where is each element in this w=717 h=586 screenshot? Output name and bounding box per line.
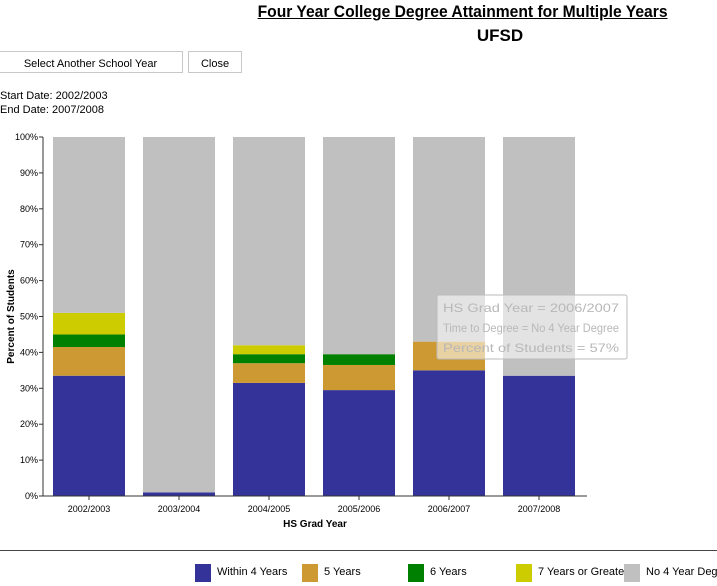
x-tick-label: 2006/2007 (428, 504, 471, 514)
tooltip-line: Percent of Students = 57% (443, 341, 619, 355)
bar-segment-2002-2003-s3 (53, 312, 125, 335)
y-tick-label: 90% (20, 168, 38, 178)
bar-segment-2004-2005-s4 (233, 137, 305, 346)
y-tick-label: 10% (20, 455, 38, 465)
bar-segment-2007-2008-s0 (503, 375, 575, 496)
tooltip-line: Time to Degree = No 4 Year Degree (443, 321, 619, 335)
bar-segment-2002-2003-s1 (53, 347, 125, 376)
stacked-bar-chart: 2002/2003 2003/2004 2004/2005 2005/2006 2006… (6, 132, 628, 530)
x-tick-label: 2005/2006 (338, 504, 381, 514)
select-another-school-year-button[interactable]: Select Another School Year (0, 51, 183, 73)
bar-segment-2003-2004-s4 (143, 137, 215, 493)
legend-swatch (516, 564, 532, 582)
chart-tooltip: HS Grad Year = 2006/2007 Time to Degree =… (436, 294, 628, 360)
bar-segment-2004-2005-s0 (233, 382, 305, 496)
x-tick-label: 2003/2004 (158, 504, 201, 514)
legend-swatch (624, 564, 640, 582)
end-date-value: 2007/2008 (51, 104, 104, 116)
y-tick-label: 60% (20, 276, 38, 286)
y-axis-label: Percent of Students (6, 269, 17, 364)
bar-segment-2002-2003-s4 (53, 137, 125, 313)
close-button[interactable]: Close (188, 51, 242, 73)
y-tick-label: 0% (25, 491, 38, 501)
bar-segment-2003-2004-s0 (143, 492, 215, 496)
bar-segment-2002-2003-s0 (53, 375, 125, 496)
y-tick-label: 100% (15, 132, 38, 142)
y-tick-label: 80% (20, 204, 38, 214)
legend-label: 5 Years (324, 566, 361, 578)
bar-segment-2002-2003-s2 (53, 334, 125, 348)
legend-label: No 4 Year Degree (646, 566, 717, 578)
bar-segment-2006-2007-s0 (413, 370, 485, 496)
end-date-label: End Date: (0, 104, 49, 116)
legend-swatch (195, 564, 211, 582)
chart-subtitle: UFSD (476, 26, 524, 45)
bar-segment-2004-2005-s3 (233, 345, 305, 355)
start-date-label: Start Date: (0, 90, 53, 102)
bar-segment-2004-2005-s1 (233, 363, 305, 383)
x-axis-label: HS Grad Year (283, 519, 347, 530)
bar-segment-2005-2006-s1 (323, 364, 395, 391)
start-date: Start Date: 2002/2003 (0, 90, 108, 102)
bar-segment-2005-2006-s2 (323, 354, 395, 365)
y-tick-label: 50% (20, 312, 38, 322)
bar-segment-2005-2006-s4 (323, 137, 395, 355)
chart-title: Four Year College Degree Attainment for … (257, 2, 668, 21)
x-tick-label: 2002/2003 (68, 504, 111, 514)
y-tick-label: 40% (20, 347, 38, 357)
x-tick-label: 2007/2008 (518, 504, 561, 514)
bar-segment-2004-2005-s2 (233, 354, 305, 364)
y-tick-label: 70% (20, 240, 38, 250)
y-tick-label: 20% (20, 419, 38, 429)
tooltip-box (436, 294, 628, 360)
start-date-value: 2002/2003 (55, 90, 108, 102)
bar-segment-2005-2006-s0 (323, 390, 395, 496)
legend-label: 6 Years (430, 566, 467, 578)
legend-label: Within 4 Years (217, 566, 288, 578)
legend-swatch (302, 564, 318, 582)
x-tick-label: 2004/2005 (248, 504, 291, 514)
y-tick-label: 30% (20, 383, 38, 393)
legend-label: 7 Years or Greater (538, 566, 628, 578)
legend-swatch (408, 564, 424, 582)
end-date: End Date: 2007/2008 (0, 104, 104, 116)
tooltip-line: HS Grad Year = 2006/2007 (443, 301, 619, 315)
chart-legend: Within 4 Years 5 Years 6 Years 7 Years or G… (0, 550, 717, 586)
